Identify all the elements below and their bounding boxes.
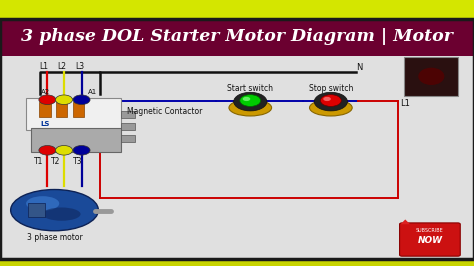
Ellipse shape bbox=[43, 207, 81, 221]
Circle shape bbox=[320, 95, 341, 106]
Ellipse shape bbox=[418, 68, 445, 85]
Circle shape bbox=[55, 146, 73, 155]
Circle shape bbox=[240, 95, 261, 106]
Bar bbox=[0, 259, 474, 266]
Bar bbox=[121, 111, 135, 118]
Circle shape bbox=[39, 95, 56, 105]
Circle shape bbox=[73, 95, 90, 105]
Text: SUBSCRIBE: SUBSCRIBE bbox=[416, 228, 444, 232]
Bar bbox=[0, 0, 474, 19]
Text: 3 phase motor: 3 phase motor bbox=[27, 233, 82, 242]
Circle shape bbox=[73, 146, 90, 155]
Bar bbox=[404, 57, 458, 96]
Ellipse shape bbox=[26, 196, 59, 211]
Circle shape bbox=[39, 146, 56, 155]
Text: L3: L3 bbox=[75, 62, 84, 71]
FancyBboxPatch shape bbox=[400, 223, 460, 256]
Bar bbox=[28, 203, 45, 217]
Text: L1: L1 bbox=[401, 99, 410, 109]
Circle shape bbox=[234, 92, 267, 111]
Bar bbox=[26, 98, 121, 130]
Text: L2: L2 bbox=[57, 62, 66, 71]
Ellipse shape bbox=[310, 99, 352, 116]
Ellipse shape bbox=[229, 99, 272, 116]
Bar bbox=[0, 56, 474, 259]
Text: NOW: NOW bbox=[418, 236, 442, 245]
Text: A1: A1 bbox=[88, 89, 97, 95]
Text: T2: T2 bbox=[51, 157, 61, 166]
Bar bbox=[56, 102, 67, 117]
Circle shape bbox=[55, 95, 73, 105]
Ellipse shape bbox=[11, 189, 99, 231]
Text: T3: T3 bbox=[73, 157, 83, 166]
Circle shape bbox=[243, 97, 250, 101]
Text: LS: LS bbox=[40, 121, 50, 127]
Bar bbox=[121, 123, 135, 130]
Text: Magnetic Contactor: Magnetic Contactor bbox=[127, 107, 202, 117]
Text: Stop switch: Stop switch bbox=[309, 84, 353, 93]
Bar bbox=[0, 19, 474, 56]
Text: L1: L1 bbox=[40, 62, 48, 71]
Text: Start switch: Start switch bbox=[227, 84, 273, 93]
Bar bbox=[121, 135, 135, 142]
Polygon shape bbox=[401, 219, 410, 224]
Circle shape bbox=[314, 92, 347, 111]
Bar bbox=[31, 128, 121, 152]
Bar bbox=[39, 102, 51, 117]
Bar bbox=[73, 102, 84, 117]
Text: T1: T1 bbox=[34, 157, 44, 166]
Circle shape bbox=[323, 97, 331, 101]
Text: A2: A2 bbox=[40, 89, 50, 95]
Text: N: N bbox=[356, 63, 363, 72]
Text: 3 phase DOL Starter Motor Diagram | Motor: 3 phase DOL Starter Motor Diagram | Moto… bbox=[21, 28, 453, 45]
